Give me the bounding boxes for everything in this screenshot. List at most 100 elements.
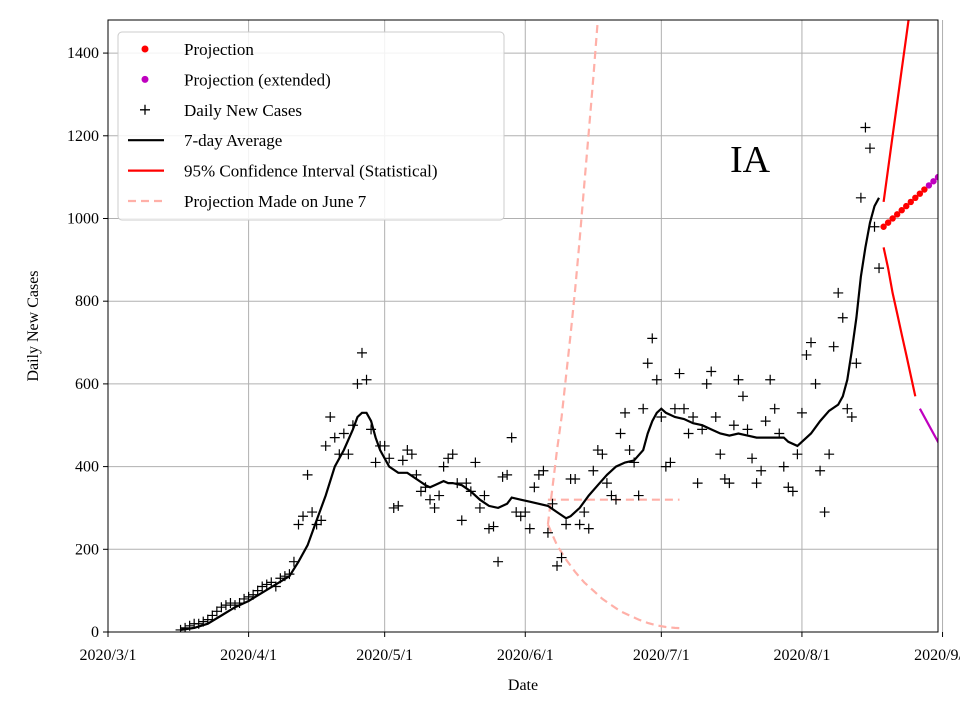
legend-dot-marker	[141, 75, 149, 83]
daily-case-marker	[651, 374, 662, 385]
daily-case-marker	[542, 527, 553, 538]
daily-case-marker	[851, 358, 862, 369]
projection-extended-dot	[953, 157, 959, 163]
daily-case-marker	[874, 263, 885, 274]
x-tick-label: 2020/4/1	[220, 647, 277, 664]
projection-extended-dot	[944, 166, 950, 172]
daily-case-marker	[220, 600, 231, 611]
daily-case-marker	[461, 478, 472, 489]
legend-dot-marker	[141, 45, 149, 53]
daily-case-marker	[855, 192, 866, 203]
daily-case-marker	[864, 143, 875, 154]
daily-case-marker	[706, 366, 717, 377]
daily-case-marker	[756, 465, 767, 476]
daily-case-marker	[338, 428, 349, 439]
legend-label: Daily New Cases	[184, 101, 302, 120]
grid	[107, 20, 944, 633]
daily-case-marker	[737, 391, 748, 402]
daily-case-marker	[806, 337, 817, 348]
daily-case-marker	[343, 449, 354, 460]
legend-label: Projection (extended)	[184, 70, 331, 89]
daily-case-marker	[529, 482, 540, 493]
projection-dot	[898, 207, 905, 214]
daily-case-marker	[533, 469, 544, 480]
daily-case-marker	[515, 511, 526, 522]
daily-case-marker	[474, 502, 485, 513]
daily-case-marker	[524, 523, 535, 534]
daily-case-marker	[633, 490, 644, 501]
daily-case-marker	[552, 560, 563, 571]
projection-extended-dot	[948, 162, 954, 168]
daily-case-marker	[674, 368, 685, 379]
projection-dot	[921, 186, 928, 193]
daily-case-marker	[520, 507, 531, 518]
daily-case-marker	[665, 457, 676, 468]
daily-case-marker	[261, 579, 272, 590]
daily-case-marker	[561, 519, 572, 530]
projection-dot	[889, 215, 896, 222]
daily-case-marker	[624, 445, 635, 456]
daily-case-marker	[615, 428, 626, 439]
daily-case-marker	[379, 440, 390, 451]
daily-case-marker	[679, 403, 690, 414]
daily-case-marker	[393, 500, 404, 511]
daily-case-marker	[456, 515, 467, 526]
daily-case-marker	[588, 465, 599, 476]
projection-dot	[903, 202, 910, 210]
ci-lower-line	[882, 247, 917, 397]
daily-case-marker	[620, 407, 631, 418]
ci-lower-extended-line	[918, 408, 938, 445]
daily-case-marker	[216, 602, 227, 613]
projection-dot	[893, 211, 901, 218]
daily-case-marker	[302, 469, 313, 480]
daily-case-marker	[592, 445, 603, 456]
daily-case-marker	[570, 474, 581, 484]
x-tick-label: 2020/6/1	[497, 647, 554, 664]
projection-extended-dot	[930, 178, 937, 185]
daily-case-marker	[266, 577, 277, 588]
daily-case-marker	[447, 449, 458, 460]
daily-case-marker	[211, 606, 222, 617]
projection-june7-line	[546, 524, 685, 630]
daily-case-marker	[701, 378, 712, 389]
projection-extended-dot	[925, 182, 933, 189]
daily-case-marker	[307, 507, 318, 518]
state-label: IA	[730, 139, 771, 181]
daily-case-marker	[483, 523, 494, 534]
daily-case-marker	[425, 494, 436, 505]
plot-frame	[107, 19, 939, 633]
x-tick-label: 2020/3/1	[80, 647, 137, 664]
daily-case-marker	[837, 312, 848, 323]
daily-case-marker	[352, 378, 363, 389]
legend-plus-marker	[140, 104, 150, 115]
legend-label: Projection Made on June 7	[184, 192, 367, 211]
y-tick-label: 1400	[67, 45, 99, 62]
y-tick-label: 1200	[67, 128, 99, 145]
y-axis-ticks: 0 200 400 600 800 1000 1200 1400	[67, 45, 108, 641]
daily-case-marker	[583, 523, 594, 534]
daily-case-marker	[787, 486, 798, 497]
daily-case-marker	[715, 449, 726, 460]
daily-case-marker	[415, 486, 426, 497]
legend-label: 7-day Average	[184, 131, 282, 150]
ci-upper-line	[882, 20, 910, 203]
daily-case-marker	[828, 341, 839, 352]
daily-case-marker	[479, 490, 490, 501]
daily-case-marker	[688, 411, 699, 422]
y-tick-label: 400	[75, 459, 99, 476]
projection-dot	[912, 194, 919, 202]
legend-label: Projection	[184, 40, 254, 59]
daily-case-marker	[796, 407, 807, 418]
daily-case-marker	[751, 478, 762, 489]
daily-case-marker	[783, 482, 794, 493]
daily-case-marker	[434, 490, 445, 501]
projection-dot	[880, 223, 887, 230]
daily-case-marker	[810, 378, 821, 389]
daily-case-marker	[320, 440, 331, 451]
daily-case-marker	[601, 478, 612, 489]
daily-case-marker	[402, 445, 413, 456]
daily-case-marker	[824, 449, 835, 460]
daily-case-marker	[329, 432, 340, 443]
daily-case-marker	[429, 502, 440, 513]
